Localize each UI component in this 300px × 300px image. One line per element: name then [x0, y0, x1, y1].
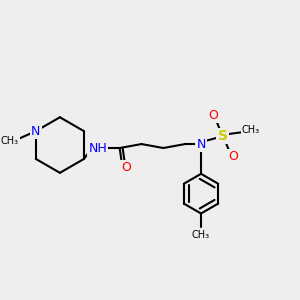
Text: N: N [31, 124, 40, 138]
Text: NH: NH [88, 142, 107, 154]
Text: N: N [196, 137, 206, 151]
Text: O: O [228, 150, 238, 164]
Text: CH₃: CH₃ [242, 125, 260, 135]
Text: O: O [122, 161, 132, 174]
Text: CH₃: CH₃ [1, 136, 19, 146]
Text: O: O [208, 109, 218, 122]
Text: S: S [218, 129, 228, 143]
Text: CH₃: CH₃ [192, 230, 210, 240]
